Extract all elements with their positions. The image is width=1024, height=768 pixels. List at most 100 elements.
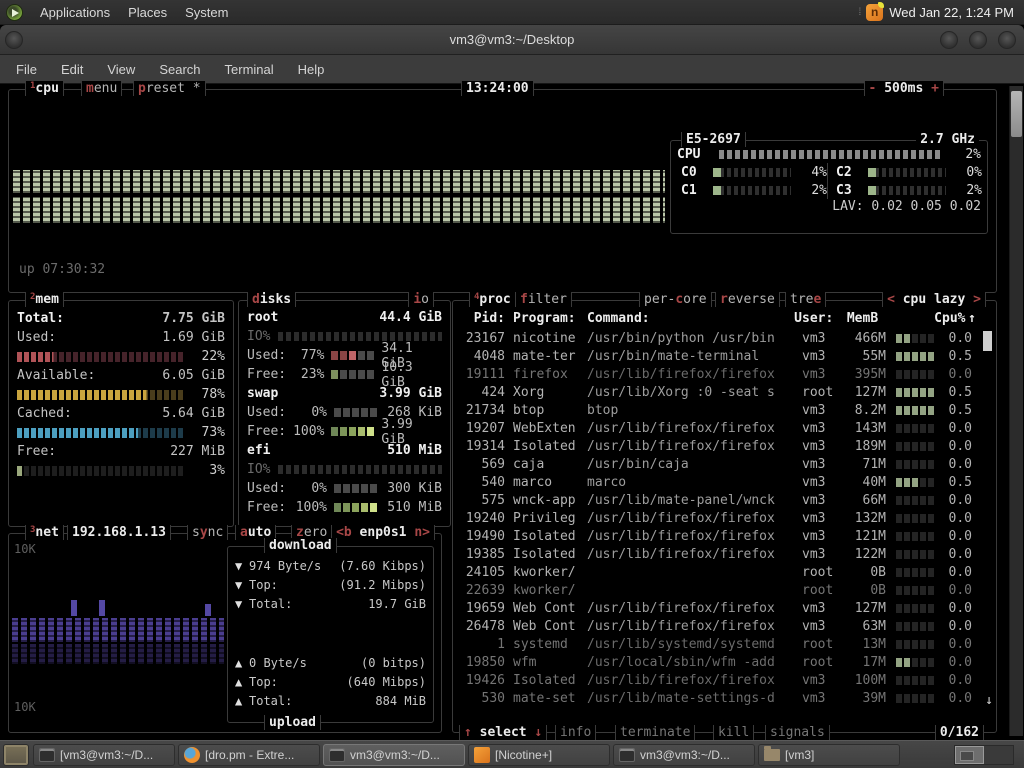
proc-row[interactable]: 22639 kworker/root 0B 0.0 xyxy=(459,581,976,599)
disks-io-toggle[interactable]: io xyxy=(408,292,434,307)
cpu-interval-control[interactable]: - 500ms + xyxy=(863,81,944,96)
taskbar-button[interactable]: [vm3] xyxy=(758,743,900,766)
proc-program: mate-set xyxy=(513,690,576,706)
proc-program: Isolated xyxy=(513,438,576,454)
proc-sort-switcher[interactable]: < cpu lazy > xyxy=(882,292,986,307)
proc-scrollbar[interactable] xyxy=(983,331,992,351)
menubar-item-terminal[interactable]: Terminal xyxy=(224,61,274,77)
taskbar-button[interactable]: [Nicotine+] xyxy=(468,743,610,766)
net-auto-toggle[interactable]: auto xyxy=(235,525,277,540)
proc-row[interactable]: 4048 mate-ter/usr/bin/mate-terminal vm3 55M… xyxy=(459,347,976,365)
proc-row[interactable]: 424 Xorg/usr/lib/Xorg :0 -seat s root 127M 0… xyxy=(459,383,976,401)
proc-cpu-meter xyxy=(896,333,942,343)
minimize-button[interactable] xyxy=(940,30,958,49)
sort-direction-icon[interactable]: ↑ xyxy=(968,310,976,326)
proc-row[interactable]: 24105 kworker/root 0B 0.0 xyxy=(459,563,976,581)
meter-block xyxy=(920,693,926,703)
show-desktop-button[interactable] xyxy=(3,743,29,766)
proc-row[interactable]: 23167 nicotine/usr/bin/python /usr/bin vm3… xyxy=(459,329,976,347)
mem-total-label: Total: xyxy=(17,311,64,326)
meter-block xyxy=(920,603,926,613)
proc-percore-toggle[interactable]: per-core xyxy=(639,292,712,307)
panel-menu-item-applications[interactable]: Applications xyxy=(40,4,111,20)
window-menu-button[interactable] xyxy=(5,30,23,49)
panel-menus: Applications Places System xyxy=(31,2,237,23)
workspace-1[interactable] xyxy=(955,745,984,764)
core-meter xyxy=(868,167,946,177)
proc-mem: 39M xyxy=(862,690,886,706)
cpu-menu-button[interactable]: menu xyxy=(81,81,123,96)
proc-row[interactable]: 19385 Isolated/usr/lib/firefox/firefox vm3… xyxy=(459,545,976,563)
meter-block xyxy=(928,513,934,523)
menubar-item-edit[interactable]: Edit xyxy=(60,61,84,77)
proc-terminate-button[interactable]: terminate xyxy=(615,725,696,740)
proc-row[interactable]: 569 caja/usr/bin/caja vm3 71M 0.0 xyxy=(459,455,976,473)
panel-menu-item-places[interactable]: Places xyxy=(128,4,168,20)
proc-row[interactable]: 26478 Web Cont/usr/lib/firefox/firefox vm3… xyxy=(459,617,976,635)
proc-cpu-meter xyxy=(896,495,942,505)
proc-tree-toggle[interactable]: tree xyxy=(785,292,827,307)
nicotine-tray-icon[interactable]: n xyxy=(866,1,885,21)
mem-row: Cached: 5.64 GiB xyxy=(17,404,225,423)
meter-block xyxy=(912,405,918,415)
proc-row[interactable]: 19240 Privileg/usr/lib/firefox/firefox vm3… xyxy=(459,509,976,527)
scroll-down-icon[interactable]: ↓ xyxy=(985,693,993,708)
proc-row[interactable]: 19314 Isolated/usr/lib/firefox/firefox vm3… xyxy=(459,437,976,455)
taskbar-button[interactable]: vm3@vm3:~/D... xyxy=(613,743,755,766)
meter-block xyxy=(904,387,910,397)
proc-row[interactable]: 1 systemd/usr/lib/systemd/systemd root 13M 0… xyxy=(459,635,976,653)
close-button[interactable] xyxy=(998,30,1016,49)
net-interface-switcher[interactable]: <b enp0s1 n> xyxy=(331,525,435,540)
proc-filter-button[interactable]: filter xyxy=(515,292,572,307)
menubar-item-view[interactable]: View xyxy=(107,61,136,77)
terminal-scrollbar[interactable] xyxy=(1009,86,1023,736)
proc-cpu-meter xyxy=(896,549,942,559)
proc-row[interactable]: 21734 btop btop vm3 8.2M 0.5 xyxy=(459,401,976,419)
proc-row[interactable]: 530 mate-set/usr/lib/mate-settings-d vm3 39… xyxy=(459,689,976,707)
proc-info-button[interactable]: info xyxy=(555,725,597,740)
proc-row[interactable]: 19207 WebExten/usr/lib/firefox/firefox vm3… xyxy=(459,419,976,437)
net-stat-row: ▲ Top: (640 Mibps) xyxy=(235,672,426,691)
net-sync-toggle[interactable]: sync xyxy=(187,525,229,540)
cpu-preset-button[interactable]: preset * xyxy=(133,81,206,96)
proc-kill-button[interactable]: kill xyxy=(713,725,755,740)
panel-menu-item-system[interactable]: System xyxy=(185,4,229,20)
proc-row[interactable]: 19850 wfm/usr/local/sbin/wfm -add root 17M 0… xyxy=(459,653,976,671)
menubar-item-search[interactable]: Search xyxy=(159,61,201,77)
proc-program: nicotine xyxy=(513,330,576,346)
proc-row[interactable]: 575 wnck-app/usr/lib/mate-panel/wnck vm3 66… xyxy=(459,491,976,509)
proc-row[interactable]: 19659 Web Cont/usr/lib/firefox/firefox vm3… xyxy=(459,599,976,617)
workspace-2[interactable] xyxy=(984,745,1013,764)
disk-io-meter xyxy=(278,465,442,474)
proc-reverse-toggle[interactable]: reverse xyxy=(715,292,780,307)
taskbar-button[interactable]: [vm3@vm3:~/D... xyxy=(33,743,175,766)
proc-select-control[interactable]: ↑ select ↓ xyxy=(459,725,548,740)
mate-menu-icon[interactable] xyxy=(6,3,23,21)
meter-block xyxy=(904,585,910,595)
proc-cpu-percent: 0.0 xyxy=(948,366,972,382)
proc-row[interactable]: 540 marco marco vm3 40M 0.5 xyxy=(459,473,976,491)
proc-pid: 24105 xyxy=(465,564,505,580)
speed-arrow-icon: ▼ xyxy=(235,558,243,573)
panel-clock[interactable]: Wed Jan 22, 1:24 PM xyxy=(889,4,1014,20)
taskbar-button[interactable]: [dro.pm - Extre... xyxy=(178,743,320,766)
net-zero-toggle[interactable]: zero xyxy=(291,525,333,540)
meter-block xyxy=(920,495,926,505)
meter-block xyxy=(912,477,918,487)
proc-user: vm3 xyxy=(802,528,826,544)
proc-pid: 569 xyxy=(481,456,505,472)
disks-box-title[interactable]: disks xyxy=(247,292,297,307)
meter-block xyxy=(928,549,934,559)
proc-row[interactable]: 19426 Isolated/usr/lib/firefox/firefox vm3… xyxy=(459,671,976,689)
mem-row-percent: 3% xyxy=(209,463,225,478)
taskbar-button[interactable]: vm3@vm3:~/D... xyxy=(323,743,465,766)
proc-cpu-percent: 0.0 xyxy=(948,582,972,598)
meter-block xyxy=(920,531,926,541)
terminal-scrollbar-thumb[interactable] xyxy=(1011,91,1022,137)
proc-row[interactable]: 19490 Isolated/usr/lib/firefox/firefox vm3… xyxy=(459,527,976,545)
proc-signals-button[interactable]: signals xyxy=(765,725,830,740)
maximize-button[interactable] xyxy=(969,30,987,49)
menubar-item-file[interactable]: File xyxy=(16,61,37,77)
proc-row[interactable]: 19111 firefox/usr/lib/firefox/firefox vm3 3… xyxy=(459,365,976,383)
menubar-item-help[interactable]: Help xyxy=(297,61,325,77)
